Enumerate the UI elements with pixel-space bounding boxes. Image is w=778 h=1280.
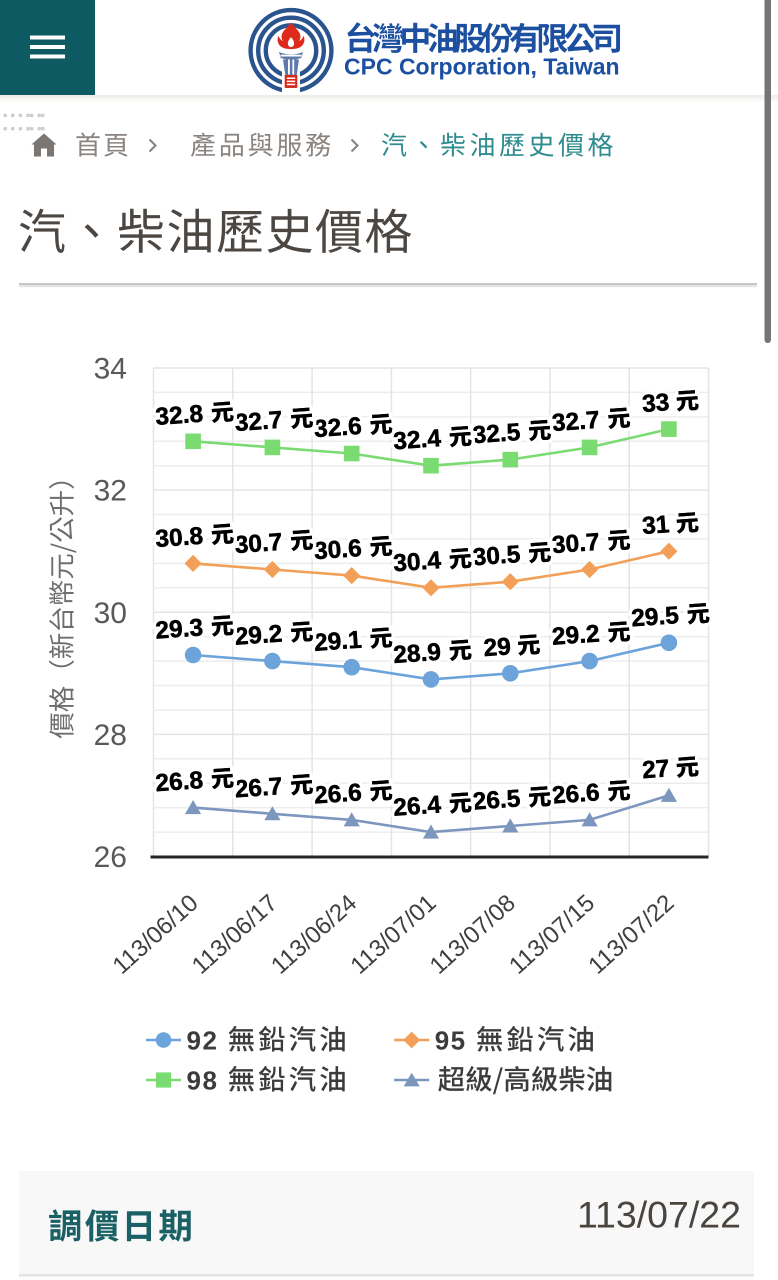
svg-text:33: 33	[641, 389, 670, 418]
svg-text:30.5: 30.5	[472, 541, 521, 571]
svg-text:28.9: 28.9	[392, 639, 441, 669]
svg-text:32.7: 32.7	[234, 407, 283, 437]
svg-text:95: 95	[435, 1025, 467, 1055]
svg-text:33: 33	[641, 389, 670, 418]
svg-text:29: 29	[483, 633, 512, 662]
svg-text:32.4: 32.4	[392, 425, 442, 455]
svg-text:27: 27	[641, 755, 670, 784]
svg-text:28: 28	[94, 719, 127, 752]
svg-text:29.1: 29.1	[313, 627, 362, 657]
svg-text:29.5: 29.5	[630, 602, 679, 632]
svg-text:29.2: 29.2	[551, 620, 600, 650]
svg-text:113/07/15: 113/07/15	[504, 889, 600, 979]
svg-text:113/07/22: 113/07/22	[577, 1194, 741, 1236]
svg-text:113/06/10: 113/06/10	[108, 889, 204, 979]
svg-text:30.4: 30.4	[392, 547, 442, 577]
svg-text:31: 31	[641, 511, 670, 540]
svg-text:32: 32	[94, 475, 127, 508]
svg-text:113/06/24: 113/06/24	[266, 889, 362, 979]
svg-text:32.8: 32.8	[155, 401, 204, 431]
svg-text:30.6: 30.6	[313, 535, 362, 565]
svg-text:30.7: 30.7	[551, 529, 600, 559]
svg-text:29.2: 29.2	[234, 620, 283, 650]
svg-text:32.5: 32.5	[472, 419, 521, 449]
svg-text:32.4: 32.4	[392, 425, 442, 455]
svg-text:30.6: 30.6	[313, 535, 362, 565]
svg-text:32.7: 32.7	[234, 407, 283, 437]
svg-text:30.5: 30.5	[472, 541, 521, 571]
svg-text:28.9: 28.9	[392, 639, 441, 669]
svg-text:34: 34	[94, 353, 127, 386]
svg-text:26.4: 26.4	[392, 791, 442, 821]
svg-text:30: 30	[94, 597, 127, 630]
svg-text:26.5: 26.5	[472, 785, 521, 815]
svg-text:32.7: 32.7	[551, 407, 600, 437]
svg-text:113/07/01: 113/07/01	[345, 889, 441, 979]
svg-text:26.8: 26.8	[155, 767, 204, 797]
svg-text:98: 98	[187, 1065, 219, 1095]
svg-text:31: 31	[641, 511, 670, 540]
svg-text:30.7: 30.7	[234, 529, 283, 559]
svg-text:29.3: 29.3	[155, 614, 204, 644]
svg-text:26.7: 26.7	[234, 773, 283, 803]
svg-text:29.1: 29.1	[313, 627, 362, 657]
svg-text:30.8: 30.8	[155, 523, 204, 553]
svg-text:30.4: 30.4	[392, 547, 442, 577]
svg-text:27: 27	[641, 755, 670, 784]
svg-text:26.8: 26.8	[155, 767, 204, 797]
svg-text:113/06/17: 113/06/17	[187, 889, 283, 979]
svg-text:32.8: 32.8	[155, 401, 204, 431]
svg-text:26.6: 26.6	[313, 779, 362, 809]
svg-text:113/07/22: 113/07/22	[583, 889, 679, 979]
svg-text:26: 26	[94, 841, 127, 874]
svg-text:CPC Corporation, Taiwan: CPC Corporation, Taiwan	[344, 54, 620, 80]
svg-text:29.2: 29.2	[551, 620, 600, 650]
svg-text:32.6: 32.6	[313, 413, 362, 443]
svg-text:113/07/08: 113/07/08	[425, 889, 521, 979]
svg-text:26.6: 26.6	[551, 779, 600, 809]
svg-text:92: 92	[187, 1025, 219, 1055]
svg-text:29: 29	[483, 633, 512, 662]
svg-text:32.6: 32.6	[313, 413, 362, 443]
svg-text:32.7: 32.7	[551, 407, 600, 437]
